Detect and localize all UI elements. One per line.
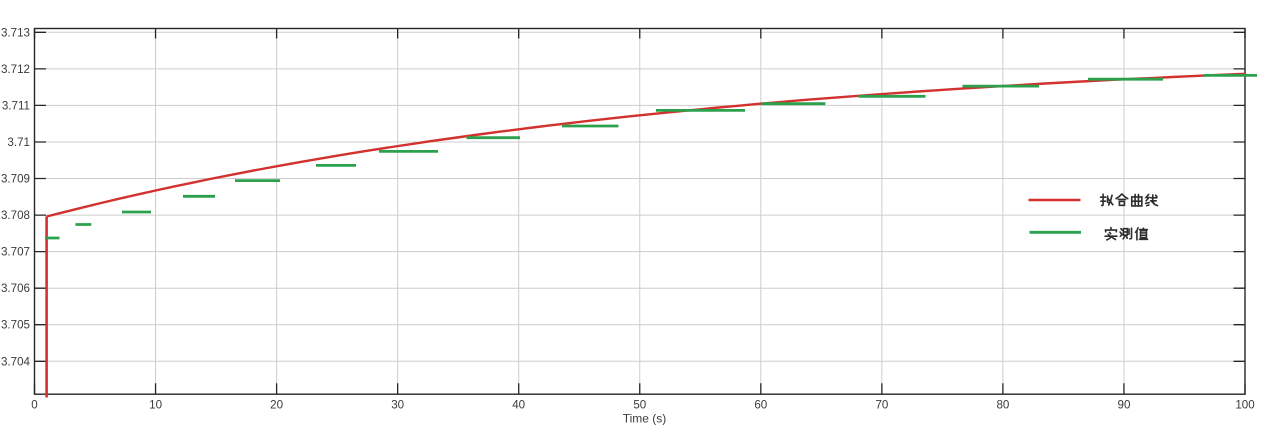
svg-text:20: 20 bbox=[270, 399, 283, 412]
svg-text:3.705: 3.705 bbox=[1, 319, 30, 332]
svg-text:3.713: 3.713 bbox=[1, 26, 30, 39]
svg-text:3.711: 3.711 bbox=[2, 99, 30, 112]
svg-text:3.708: 3.708 bbox=[1, 209, 30, 222]
svg-text:60: 60 bbox=[754, 399, 767, 412]
svg-text:3.712: 3.712 bbox=[1, 63, 30, 76]
svg-text:70: 70 bbox=[875, 399, 888, 412]
svg-text:90: 90 bbox=[1118, 399, 1131, 412]
svg-text:80: 80 bbox=[996, 399, 1009, 412]
svg-text:10: 10 bbox=[149, 399, 162, 412]
svg-text:100: 100 bbox=[1235, 399, 1254, 412]
svg-text:Time (s): Time (s) bbox=[623, 412, 667, 426]
svg-text:3.71: 3.71 bbox=[7, 136, 30, 149]
svg-text:3.707: 3.707 bbox=[1, 246, 30, 259]
svg-text:0: 0 bbox=[31, 399, 37, 412]
svg-text:3.706: 3.706 bbox=[1, 282, 30, 295]
svg-text:30: 30 bbox=[391, 399, 404, 412]
svg-text:50: 50 bbox=[633, 399, 646, 412]
svg-text:3.709: 3.709 bbox=[1, 173, 30, 186]
svg-text:40: 40 bbox=[512, 399, 525, 412]
svg-text:3.704: 3.704 bbox=[1, 355, 31, 368]
